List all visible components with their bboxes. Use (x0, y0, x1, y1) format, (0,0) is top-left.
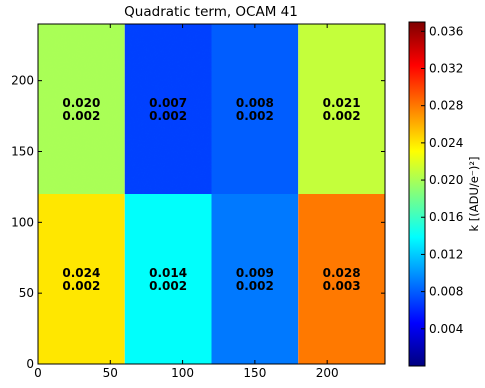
region-value-label: 0.009 (236, 266, 274, 280)
region-value-label: 0.014 (149, 266, 187, 280)
region-value-label: 0.008 (236, 96, 274, 110)
colorbar: 0.004 0.008 0.012 0.016 0.020 0.024 0.028 0.032… (408, 21, 481, 367)
region-value-label: 0.020 (62, 96, 100, 110)
region-uncertainty-label: 0.002 (149, 109, 187, 123)
colorbar-tick-label: 0.020 (429, 173, 463, 187)
y-tick-label: 0 (26, 357, 34, 371)
region-cell-3 (211, 24, 299, 194)
chart-title: Quadratic term, OCAM 41 (124, 4, 298, 20)
region-cell-1 (38, 24, 125, 194)
x-tick-label: 100 (171, 366, 194, 380)
plot-area (38, 24, 385, 364)
y-axis: 0 50 100 150 200 (11, 74, 385, 371)
region-uncertainty-label: 0.002 (236, 109, 274, 123)
y-tick-label: 200 (11, 74, 34, 88)
region-uncertainty-label: 0.002 (236, 279, 274, 293)
region-uncertainty-label: 0.002 (62, 279, 100, 293)
region-value-label: 0.024 (62, 266, 100, 280)
colorbar-gradient (408, 21, 426, 367)
colorbar-ticks: 0.004 0.008 0.012 0.016 0.020 0.024 0.028 0.032… (421, 24, 463, 336)
colorbar-tick-label: 0.012 (429, 247, 463, 261)
y-tick-label: 50 (19, 286, 34, 300)
colorbar-tick-label: 0.024 (429, 136, 463, 150)
region-uncertainty-label: 0.002 (62, 109, 100, 123)
x-tick-label: 50 (103, 366, 118, 380)
region-cell-2 (124, 24, 212, 194)
colorbar-tick-label: 0.004 (429, 322, 463, 336)
region-value-label: 0.021 (323, 96, 361, 110)
region-cell-7 (211, 194, 299, 364)
region-value-label: 0.007 (149, 96, 187, 110)
region-uncertainty-label: 0.002 (149, 279, 187, 293)
region-cell-5 (38, 194, 125, 364)
y-tick-label: 100 (11, 215, 34, 229)
region-cell-6 (124, 194, 212, 364)
region-labels: 0.0200.0020.0070.0020.0080.0020.0210.002… (62, 96, 360, 293)
region-uncertainty-label: 0.003 (323, 279, 361, 293)
region-value-label: 0.028 (323, 266, 361, 280)
region-cell-8 (298, 194, 385, 364)
x-tick-label: 200 (316, 366, 339, 380)
colorbar-tick-label: 0.032 (429, 61, 463, 75)
x-axis: 0 50 100 150 200 (34, 24, 339, 380)
x-tick-label: 0 (34, 366, 42, 380)
colorbar-tick-label: 0.008 (429, 285, 463, 299)
colorbar-tick-label: 0.016 (429, 210, 463, 224)
region-cell-4 (298, 24, 385, 194)
region-uncertainty-label: 0.002 (323, 109, 361, 123)
colorbar-tick-label: 0.028 (429, 99, 463, 113)
y-tick-label: 150 (11, 145, 34, 159)
colorbar-label: k [(ADU/e⁻)²] (467, 156, 481, 231)
plot-frame (37, 23, 386, 365)
x-tick-label: 150 (243, 366, 266, 380)
colorbar-tick-label: 0.036 (429, 24, 463, 38)
